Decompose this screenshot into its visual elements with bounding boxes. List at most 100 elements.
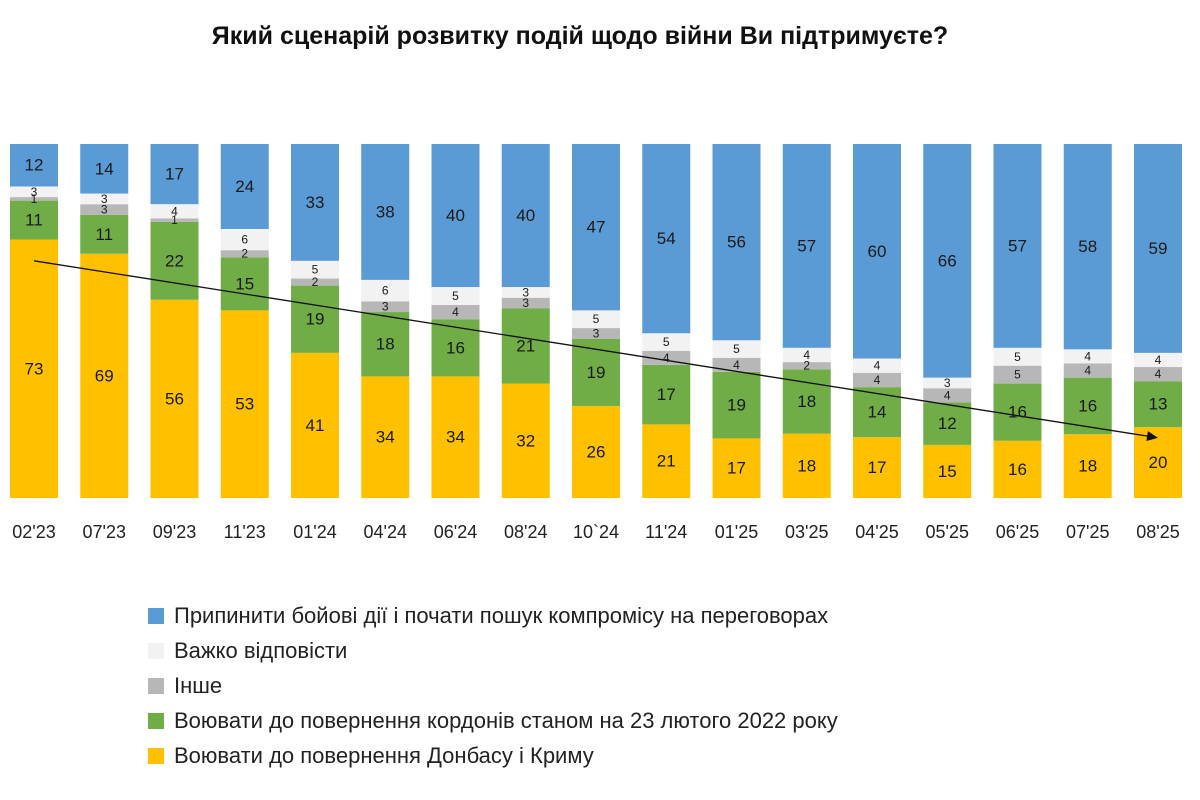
data-label-donbas: 32 xyxy=(516,431,535,450)
data-label-other: 4 xyxy=(874,373,881,387)
data-label-stop: 17 xyxy=(165,165,184,184)
x-tick-label: 11'23 xyxy=(224,522,266,542)
x-tick-label: 07'23 xyxy=(83,522,126,542)
bar-segment-donbas xyxy=(501,383,550,498)
bar-segment-other xyxy=(572,328,620,339)
data-label-donbas: 73 xyxy=(25,359,44,378)
bar-segment-stop xyxy=(853,144,901,359)
bar-segment-donbas xyxy=(853,437,901,498)
bar-segment-stop xyxy=(923,144,972,378)
bar-segment-other xyxy=(361,301,410,313)
x-tick-label: 03'25 xyxy=(785,522,828,542)
bar-segment-hard xyxy=(993,347,1042,366)
bar-segment-other xyxy=(431,304,480,320)
legend-swatch xyxy=(148,712,164,729)
bar-segment-stop xyxy=(431,144,480,288)
chart-title: Який сценарій розвитку подій щодо війни … xyxy=(211,22,949,50)
bar-segment-other xyxy=(80,204,129,215)
legend-swatch xyxy=(148,747,164,764)
data-label-donbas: 34 xyxy=(376,428,395,447)
data-label-borders: 18 xyxy=(376,335,395,354)
bar-segment-hard xyxy=(80,193,129,205)
bar-segment-borders xyxy=(923,402,972,445)
data-label-hard: 4 xyxy=(803,348,810,362)
data-label-stop: 66 xyxy=(938,251,957,270)
x-tick-label: 10`24 xyxy=(573,522,619,542)
bar-segment-donbas xyxy=(431,376,480,498)
bar-segment-hard xyxy=(572,310,620,329)
data-label-borders: 22 xyxy=(165,251,184,270)
x-tick-labels-group: 02'23 07'23 09'23 11'23 01'24 04'24 06'24 08'24… xyxy=(12,522,1179,542)
bar-segment-borders xyxy=(712,371,761,439)
data-label-borders: 21 xyxy=(516,337,535,356)
bar-segment-other xyxy=(220,250,269,258)
bar-segment-other xyxy=(782,362,831,370)
bar-segment-stop xyxy=(993,144,1042,348)
bar-segment-donbas xyxy=(572,405,620,498)
data-label-hard: 5 xyxy=(733,342,740,356)
data-label-borders: 19 xyxy=(587,363,606,382)
bar-segment-stop xyxy=(782,144,831,348)
x-tick-label: 06'25 xyxy=(996,522,1039,542)
data-label-stop: 12 xyxy=(25,156,44,175)
bar-segment-hard xyxy=(220,228,269,251)
x-tick-label: 04'24 xyxy=(364,522,407,542)
data-label-stop: 57 xyxy=(797,236,816,255)
bar-segment-hard xyxy=(1063,349,1112,364)
bar-segment-other xyxy=(501,297,550,309)
data-label-hard: 5 xyxy=(663,335,670,349)
legend-item-borders: Воювати до повернення кордонів станом на… xyxy=(148,703,838,738)
bar-segment-other xyxy=(923,388,972,403)
bar-segment-donbas xyxy=(993,440,1042,498)
data-label-borders: 15 xyxy=(235,274,254,293)
bar-segment-other xyxy=(1063,363,1112,378)
bar-segment-stop xyxy=(642,144,691,334)
data-label-hard: 5 xyxy=(1014,350,1021,364)
bar-segment-stop xyxy=(361,144,410,280)
data-label-stop: 58 xyxy=(1078,237,1097,256)
data-label-donbas: 34 xyxy=(446,428,465,447)
bar-segment-donbas xyxy=(361,376,410,498)
data-label-donbas: 15 xyxy=(938,462,957,481)
bar-segment-borders xyxy=(431,319,480,377)
bar-segment-hard xyxy=(782,347,831,363)
x-tick-label: 06'24 xyxy=(434,522,477,542)
bar-segment-stop xyxy=(501,144,550,288)
x-tick-label: 09'23 xyxy=(153,522,196,542)
bar-segment-other xyxy=(291,278,339,286)
data-label-donbas: 26 xyxy=(587,442,606,461)
data-label-stop: 56 xyxy=(727,233,746,252)
data-label-hard: 5 xyxy=(452,289,459,303)
bar-segment-donbas xyxy=(1063,434,1112,498)
bars-group xyxy=(10,144,1182,498)
bar-segment-borders xyxy=(501,308,550,384)
data-label-borders: 18 xyxy=(797,392,816,411)
data-labels-group: 7311131269113314562214175315262441192533… xyxy=(25,156,1168,481)
bar-segment-stop xyxy=(291,144,339,261)
x-tick-label: 08'25 xyxy=(1136,522,1179,542)
bar-segment-other xyxy=(853,372,901,388)
x-tick-label: 07'25 xyxy=(1066,522,1109,542)
bar-segment-stop xyxy=(220,144,269,229)
data-label-donbas: 41 xyxy=(306,416,325,435)
bar-segment-donbas xyxy=(1134,427,1182,498)
legend-item-donbas: Воювати до повернення Донбасу і Криму xyxy=(148,738,838,773)
bar-segment-borders xyxy=(361,312,410,377)
trend-arrowhead xyxy=(1146,431,1158,442)
data-label-other: 3 xyxy=(593,326,600,340)
bar-segment-hard xyxy=(501,287,550,298)
data-label-hard: 4 xyxy=(1084,349,1091,363)
legend-swatch xyxy=(148,642,164,659)
data-label-other: 3 xyxy=(522,296,529,310)
data-label-borders: 16 xyxy=(1008,403,1027,422)
bar-segment-other xyxy=(150,218,199,222)
bar-segment-donbas xyxy=(291,352,339,498)
data-label-stop: 59 xyxy=(1149,239,1168,258)
data-label-hard: 4 xyxy=(874,359,881,373)
bar-segment-hard xyxy=(361,279,410,302)
data-label-other: 2 xyxy=(312,275,319,289)
data-label-other: 2 xyxy=(803,359,810,373)
bar-segment-hard xyxy=(431,287,480,305)
data-label-borders: 14 xyxy=(868,403,887,422)
bar-segment-borders xyxy=(150,221,199,300)
